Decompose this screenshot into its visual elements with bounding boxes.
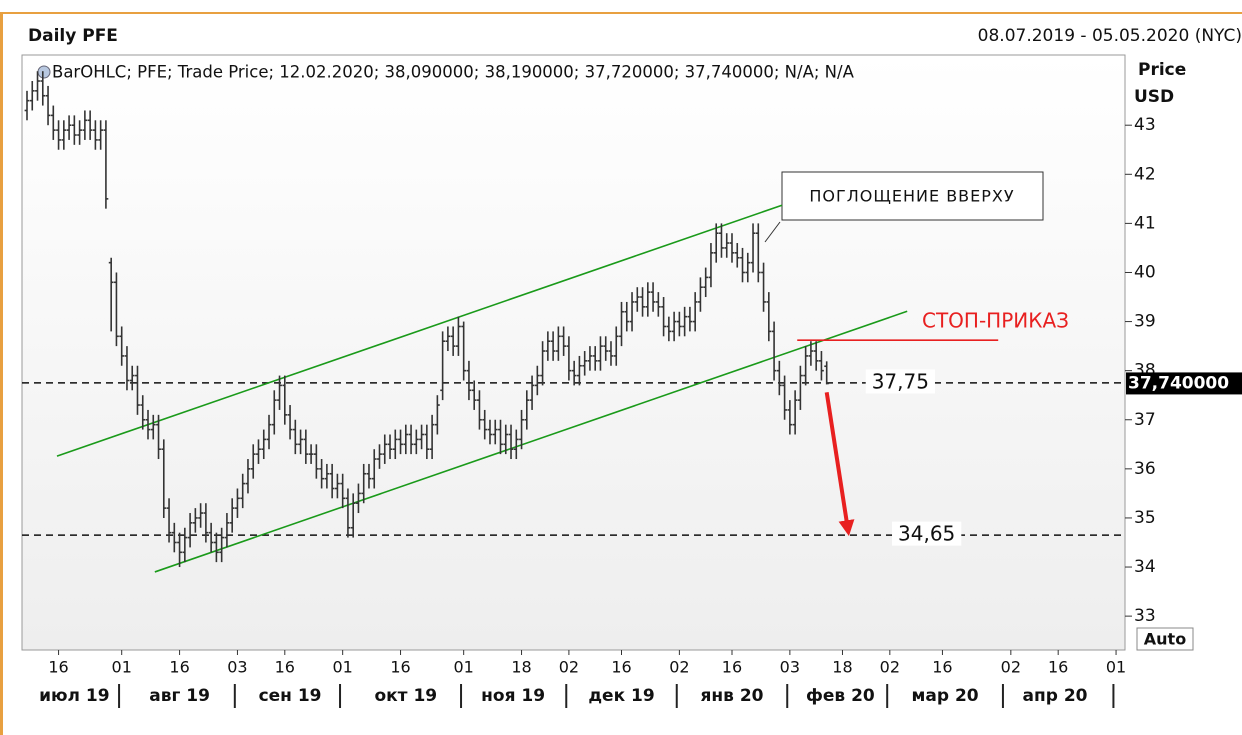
x-tick-label: 02 — [669, 658, 689, 677]
x-tick-label: 18 — [832, 658, 852, 677]
month-label: окт 19 — [374, 686, 437, 706]
frame-edge — [0, 12, 3, 735]
trend-line — [56, 204, 783, 457]
callout: ПОГЛОЩЕНИЕ ВВЕРХУ — [809, 187, 1014, 206]
level-label: 34,65 — [898, 522, 955, 546]
y-tick-label: 41 — [1134, 213, 1156, 233]
x-tick-label: 02 — [559, 658, 579, 677]
callout-box — [781, 171, 1044, 221]
x-tick-label: 03 — [780, 658, 800, 677]
month-label: янв 20 — [700, 686, 763, 706]
x-tick-label: 16 — [611, 658, 631, 677]
y-axis-unit: USD — [1134, 87, 1174, 107]
auto-label[interactable]: Auto — [1144, 630, 1186, 649]
x-tick-label: 02 — [880, 658, 900, 677]
y-tick-label: 33 — [1134, 606, 1156, 626]
x-tick-label: 16 — [932, 658, 952, 677]
month-label: июл 19 — [39, 686, 109, 706]
x-tick-label: 03 — [227, 658, 247, 677]
plot — [22, 71, 1125, 573]
y-tick-label: 36 — [1134, 459, 1156, 479]
x-tick-label: 01 — [453, 658, 473, 677]
y-tick-label: 34 — [1134, 557, 1156, 577]
plot-area — [21, 54, 1126, 651]
callout-pointer — [764, 221, 781, 243]
target-arrow — [824, 391, 855, 537]
y-axis-label: Price — [1138, 60, 1186, 80]
level-label-bg — [892, 521, 962, 546]
x-tick-label: 16 — [1048, 658, 1068, 677]
y-tick-label: 37 — [1134, 410, 1156, 430]
frame-top — [0, 12, 1242, 14]
month-label: авг 19 — [149, 686, 210, 706]
legend: BarOHLC; PFE; Trade Price; 12.02.2020; 3… — [52, 63, 855, 82]
x-tick-label: 16 — [48, 658, 68, 677]
level-label-bg — [865, 369, 935, 394]
month-label: дек 19 — [588, 686, 654, 706]
month-label: фев 20 — [806, 686, 875, 706]
x-tick-label: 16 — [722, 658, 742, 677]
x-tick-label: 01 — [1106, 658, 1126, 677]
last-price-box — [1126, 372, 1242, 395]
month-label: сен 19 — [259, 686, 322, 706]
x-tick-label: 18 — [511, 658, 531, 677]
month-label: ноя 19 — [481, 686, 545, 706]
last-price-label: 37,740000 — [1128, 373, 1229, 393]
y-tick-label: 35 — [1134, 508, 1156, 528]
trend-line — [154, 310, 908, 573]
x-tick-label: 01 — [112, 658, 132, 677]
x-tick-label: 16 — [390, 658, 410, 677]
x-tick-label: 16 — [275, 658, 295, 677]
x-tick-label: 16 — [169, 658, 189, 677]
y-tick-label: 42 — [1134, 164, 1156, 184]
month-label: мар 20 — [912, 686, 979, 706]
y-tick-label: 43 — [1134, 115, 1156, 135]
auto-button[interactable] — [1136, 627, 1194, 651]
y-tick-label: 39 — [1134, 312, 1156, 332]
date-range: 08.07.2019 - 05.05.2020 (NYC) — [978, 26, 1242, 46]
month-label: апр 20 — [1023, 686, 1088, 706]
chart-title: Daily PFE — [28, 26, 118, 46]
x-tick-label: 01 — [332, 658, 352, 677]
y-tick-label: 40 — [1134, 262, 1156, 282]
legend-icon — [37, 65, 51, 79]
x-tick-label: 02 — [1001, 658, 1021, 677]
level-label: 37,75 — [872, 369, 929, 393]
stop-label: СТОП-ПРИКАЗ — [922, 309, 1069, 333]
